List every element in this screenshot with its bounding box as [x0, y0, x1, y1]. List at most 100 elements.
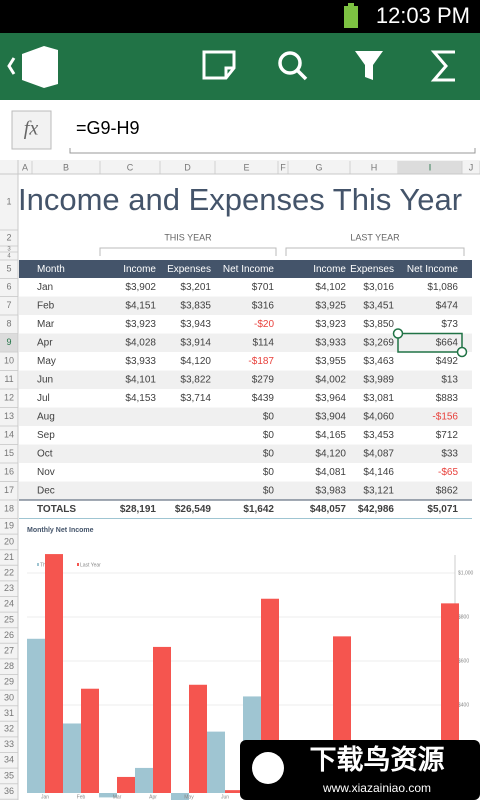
selected-column-header: [398, 161, 462, 174]
table-cell: $4,101: [125, 374, 156, 385]
table-cell: -$156: [432, 411, 458, 422]
totals-cell: $1,642: [243, 504, 274, 515]
table-cell: -$20: [254, 319, 274, 330]
table-cell: $862: [436, 485, 459, 496]
table-cell: $4,151: [125, 300, 156, 311]
fx-button[interactable]: [11, 110, 52, 150]
table-cell: $4,146: [363, 467, 394, 478]
row-number: 2: [6, 232, 11, 242]
search-button[interactable]: [278, 51, 308, 81]
battery-icon: [344, 6, 358, 28]
formula-bar: [0, 100, 480, 160]
row-shade: [19, 444, 472, 463]
totals-cell: TOTALS: [37, 504, 76, 515]
table-cell: $13: [441, 374, 458, 385]
table-cell: $3,989: [363, 374, 394, 385]
bar: [207, 731, 225, 793]
bar: [171, 793, 189, 800]
row-number: 4: [7, 254, 11, 260]
table-cell: $3,201: [180, 282, 211, 293]
table-cell: $701: [252, 282, 275, 293]
comment-button[interactable]: [202, 50, 236, 80]
column-header: J: [469, 162, 474, 172]
table-cell: $3,904: [315, 411, 346, 422]
table-cell: $474: [436, 300, 459, 311]
x-tick-label: May: [184, 794, 194, 800]
table-cell: $3,822: [180, 374, 211, 385]
toolbar: [0, 33, 480, 100]
y-tick-label: $600: [458, 658, 469, 664]
x-tick-label: Jan: [41, 794, 49, 800]
table-header-cell: Income: [123, 264, 156, 275]
table-cell: $0: [263, 467, 275, 478]
back-button[interactable]: [7, 46, 58, 88]
y-tick-label: $400: [458, 702, 469, 708]
status-bar: [0, 0, 480, 33]
table-header-cell: Expenses: [350, 264, 394, 275]
column-header: E: [243, 162, 249, 172]
table-cell: $279: [252, 374, 275, 385]
table-cell: Nov: [37, 467, 55, 478]
table-cell: $3,964: [315, 393, 346, 404]
group-header: THIS YEAR: [164, 232, 212, 242]
row-number: 7: [6, 300, 11, 310]
bar: [81, 688, 99, 793]
row-number: 8: [6, 319, 11, 329]
row-shade: [19, 370, 472, 389]
table-cell: $4,087: [363, 448, 394, 459]
table-cell: $4,102: [315, 282, 346, 293]
legend-label: Last Year: [80, 562, 101, 568]
table-cell: $3,943: [180, 319, 211, 330]
row-number: 34: [4, 755, 14, 765]
bar: [99, 793, 117, 798]
table-cell: Jan: [37, 282, 53, 293]
group-header: LAST YEAR: [350, 232, 400, 242]
bar: [225, 790, 243, 793]
row-number: 21: [4, 552, 14, 562]
table-cell: Jul: [37, 393, 50, 404]
totals-cell: $48,057: [310, 504, 347, 515]
row-number: 20: [4, 536, 14, 546]
row-number: 25: [4, 614, 14, 624]
row-number: 31: [4, 708, 14, 718]
table-header-cell: Net Income: [223, 264, 275, 275]
row-number: 16: [4, 467, 14, 477]
table-cell: $3,463: [363, 356, 394, 367]
group-bracket: [99, 247, 277, 256]
selection-handle: [392, 328, 404, 339]
battery-tip: [348, 3, 354, 6]
row-number: 35: [4, 770, 14, 780]
row-number: 23: [4, 583, 14, 593]
row-number: 13: [4, 411, 14, 421]
table-cell: -$187: [248, 356, 274, 367]
table-cell: $4,002: [315, 374, 346, 385]
table-cell: $3,923: [315, 319, 346, 330]
table-cell: Apr: [37, 337, 53, 348]
row-number: 18: [4, 504, 14, 514]
column-header: H: [371, 162, 378, 172]
formula-text[interactable]: =G9-H9: [76, 118, 140, 138]
table-cell: $4,120: [315, 448, 346, 459]
totals-cell: $28,191: [120, 504, 157, 515]
row-shade: [19, 407, 472, 426]
row-number: 36: [4, 786, 14, 796]
table-cell: $4,081: [315, 467, 346, 478]
table-header-cell: Month: [37, 264, 65, 275]
clock: 12:03 PM: [376, 3, 470, 28]
row-number: 1: [6, 196, 11, 206]
table-cell: Aug: [37, 411, 55, 422]
column-header-bar: [0, 160, 480, 174]
sheet-title: Income and Expenses This Year: [18, 182, 462, 217]
column-header: B: [63, 162, 69, 172]
selected-row-header: [0, 333, 18, 352]
table-cell: $3,933: [125, 356, 156, 367]
bar: [135, 767, 153, 793]
table-cell: $4,060: [363, 411, 394, 422]
column-header: F: [280, 162, 286, 172]
bar: [45, 554, 63, 793]
row-number: 27: [4, 645, 14, 655]
watermark-logo: [252, 752, 284, 784]
sum-button[interactable]: [430, 50, 455, 82]
filter-button[interactable]: [355, 51, 383, 80]
row-number: 12: [4, 393, 14, 403]
